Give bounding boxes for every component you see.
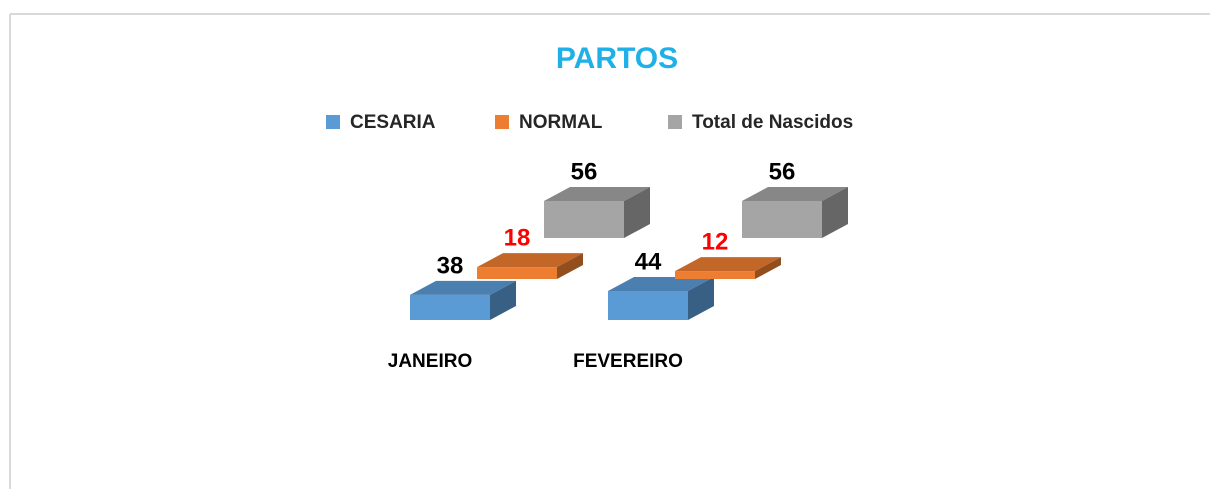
bar-face xyxy=(675,257,781,272)
data-label: 18 xyxy=(504,224,531,251)
bar-face xyxy=(742,187,848,202)
bar-face xyxy=(688,276,714,320)
bar-face xyxy=(544,187,650,202)
x-tick-label: FEVEREIRO xyxy=(573,351,683,372)
bar-face xyxy=(742,201,822,238)
bar-face xyxy=(477,267,557,279)
legend-label: NORMAL xyxy=(519,112,603,133)
data-label: 56 xyxy=(769,158,796,185)
bar-face xyxy=(410,280,516,295)
bar-face xyxy=(557,253,583,279)
bar-face xyxy=(822,187,848,238)
bar-face xyxy=(608,290,688,320)
legend-swatch xyxy=(495,115,509,129)
x-tick-label: JANEIRO xyxy=(388,351,472,372)
data-label: 38 xyxy=(437,252,464,279)
bar-face xyxy=(410,294,490,320)
bar-face xyxy=(490,280,516,320)
bar-face xyxy=(624,187,650,238)
bar xyxy=(477,253,583,279)
chart-title: PARTOS xyxy=(556,42,678,75)
legend-label: CESARIA xyxy=(350,112,436,133)
bar xyxy=(675,257,781,279)
bar-face xyxy=(477,253,583,268)
data-label: 44 xyxy=(635,248,662,275)
bar xyxy=(544,187,650,238)
legend-swatch xyxy=(668,115,682,129)
bar-face xyxy=(544,201,624,238)
bar-face xyxy=(675,271,755,279)
bar xyxy=(742,187,848,238)
legend-swatch xyxy=(326,115,340,129)
bar-face xyxy=(608,276,714,291)
bar-face xyxy=(755,257,781,279)
legend-label: Total de Nascidos xyxy=(692,112,853,133)
bar xyxy=(608,276,714,320)
data-label: 56 xyxy=(571,158,598,185)
bar xyxy=(410,280,516,320)
data-label: 12 xyxy=(702,228,729,255)
